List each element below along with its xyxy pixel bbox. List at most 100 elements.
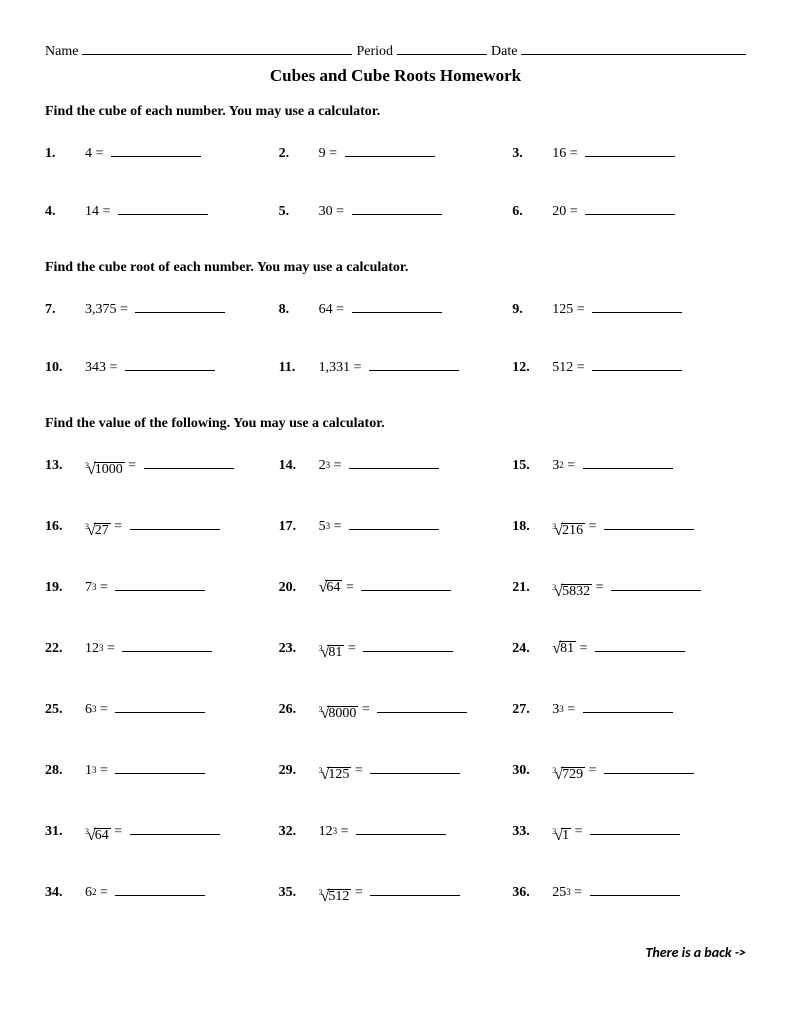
problem-number: 29. [279, 763, 319, 779]
problem-expression: 123 = [319, 824, 352, 840]
answer-blank[interactable] [585, 202, 675, 215]
answer-blank[interactable] [144, 456, 234, 469]
problem-value: 30 [319, 204, 333, 220]
answer-blank[interactable] [115, 883, 205, 896]
problem-row: 4.14 = 5.30 = 6.20 = [45, 202, 746, 220]
problem-cell: 35.3√512 = [279, 883, 513, 904]
problem-number: 1. [45, 146, 85, 162]
answer-blank[interactable] [585, 144, 675, 157]
problem-row: 34.62 = 35.3√512 = 36.253 = [45, 883, 746, 904]
cuberoot-expr: 3√8000 [319, 706, 359, 721]
radicand: 81 [327, 645, 344, 660]
problem-number: 13. [45, 458, 85, 474]
answer-blank[interactable] [125, 358, 215, 371]
equals-sign: = [571, 885, 586, 901]
problem-number: 23. [279, 641, 319, 657]
problem-number: 36. [512, 885, 552, 901]
radicand: 512 [327, 889, 351, 904]
date-blank[interactable] [521, 40, 746, 55]
name-blank[interactable] [82, 40, 352, 55]
problem-number: 20. [279, 580, 319, 596]
problem-number: 19. [45, 580, 85, 596]
radicand: 81 [559, 641, 576, 656]
problem-value: 512 [552, 360, 573, 376]
answer-blank[interactable] [130, 822, 220, 835]
answer-blank[interactable] [361, 578, 451, 591]
answer-blank[interactable] [370, 761, 460, 774]
problem-expression: 16 = [552, 146, 581, 162]
equals-sign: = [337, 824, 352, 840]
radicand: 125 [327, 767, 351, 782]
sqrt-expr: √81 [552, 641, 576, 656]
answer-blank[interactable] [122, 639, 212, 652]
answer-blank[interactable] [135, 300, 225, 313]
answer-blank[interactable] [590, 822, 680, 835]
problem-row: 16.3√27 = 17.53 = 18.3√216 = [45, 517, 746, 538]
equals-sign: = [125, 458, 140, 474]
equals-sign: = [351, 763, 366, 779]
cuberoot-expr: 3√5832 [552, 584, 592, 599]
answer-blank[interactable] [370, 883, 460, 896]
problem-expression: 13 = [85, 763, 111, 779]
problem-expression: 9 = [319, 146, 341, 162]
answer-blank[interactable] [377, 700, 467, 713]
problem-cell: 12.512 = [512, 358, 746, 376]
answer-blank[interactable] [590, 883, 680, 896]
problem-expression: 4 = [85, 146, 107, 162]
equals-sign: = [585, 519, 600, 535]
answer-blank[interactable] [115, 700, 205, 713]
answer-blank[interactable] [349, 456, 439, 469]
cuberoot-expr: 3√1 [552, 828, 571, 843]
answer-blank[interactable] [595, 639, 685, 652]
problem-expression: 63 = [85, 702, 111, 718]
answer-blank[interactable] [115, 578, 205, 591]
answer-blank[interactable] [604, 761, 694, 774]
section-instruction: Find the value of the following. You may… [45, 416, 746, 432]
radical-icon: √ [321, 707, 330, 721]
period-blank[interactable] [397, 40, 487, 55]
radicand: 64 [325, 580, 342, 595]
equals-sign: = [333, 204, 348, 220]
problem-row: 31.3√64 = 32.123 = 33.3√1 = [45, 822, 746, 843]
problem-cell: 15.32 = [512, 456, 746, 477]
footer-note: There is a back -> [45, 944, 746, 961]
problem-cell: 3.16 = [512, 144, 746, 162]
problem-cell: 10.343 = [45, 358, 279, 376]
answer-blank[interactable] [352, 202, 442, 215]
equals-sign: = [358, 702, 373, 718]
answer-blank[interactable] [592, 300, 682, 313]
problem-number: 4. [45, 204, 85, 220]
problem-value: 1,331 [319, 360, 351, 376]
problem-number: 12. [512, 360, 552, 376]
date-label: Date [491, 44, 517, 60]
answer-blank[interactable] [592, 358, 682, 371]
cuberoot-expr: 3√729 [552, 767, 585, 782]
problem-cell: 9.125 = [512, 300, 746, 318]
answer-blank[interactable] [356, 822, 446, 835]
answer-blank[interactable] [352, 300, 442, 313]
problem-exponent: 3 [333, 826, 338, 836]
answer-blank[interactable] [363, 639, 453, 652]
answer-blank[interactable] [611, 578, 701, 591]
problem-exponent: 3 [99, 643, 104, 653]
problem-row: 19.73 = 20.√64 = 21.3√5832 = [45, 578, 746, 599]
problem-base: 7 [85, 580, 92, 596]
problem-exponent: 3 [92, 704, 97, 714]
problem-expression: 64 = [319, 302, 348, 318]
radical-icon: √ [554, 585, 563, 599]
problem-expression: 30 = [319, 204, 348, 220]
answer-blank[interactable] [115, 761, 205, 774]
answer-blank[interactable] [369, 358, 459, 371]
answer-blank[interactable] [583, 456, 673, 469]
answer-blank[interactable] [111, 144, 201, 157]
answer-blank[interactable] [349, 517, 439, 530]
answer-blank[interactable] [604, 517, 694, 530]
answer-blank[interactable] [583, 700, 673, 713]
problem-expression: 123 = [85, 641, 118, 657]
answer-blank[interactable] [130, 517, 220, 530]
answer-blank[interactable] [345, 144, 435, 157]
cuberoot-expr: 3√1000 [85, 462, 125, 477]
problem-expression: 253 = [552, 885, 585, 901]
radical-icon: √ [87, 463, 96, 477]
answer-blank[interactable] [118, 202, 208, 215]
